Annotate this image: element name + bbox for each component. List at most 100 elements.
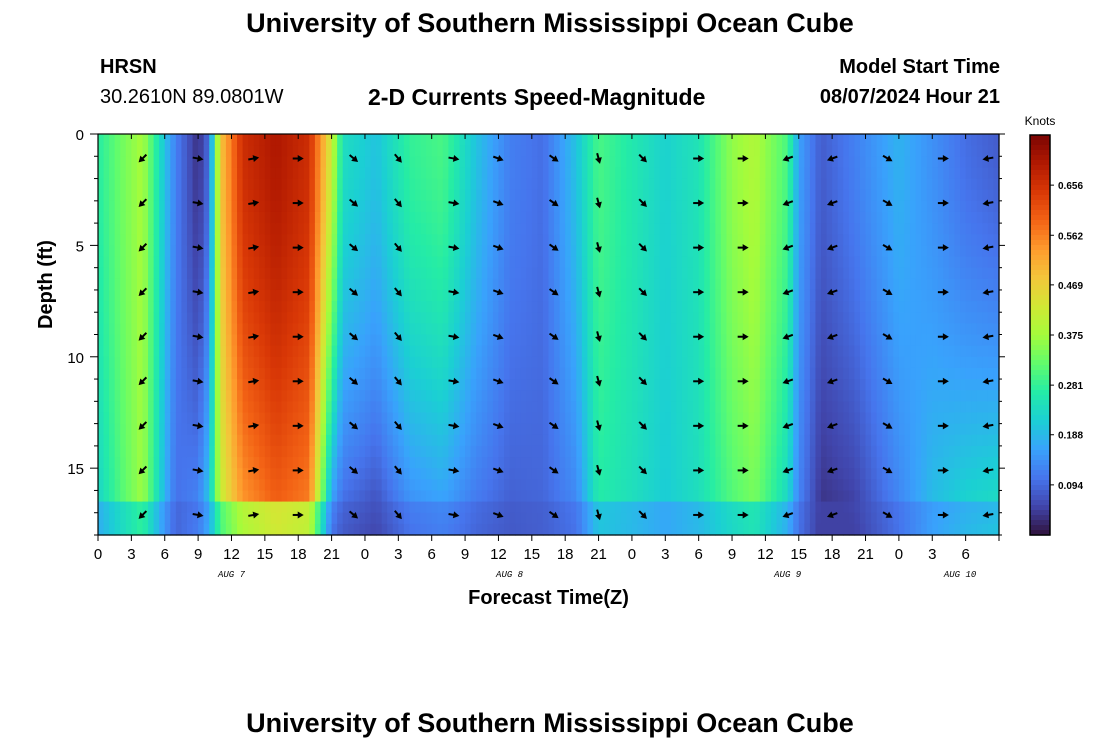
heatmap-cell — [832, 401, 839, 414]
heatmap-cell — [159, 479, 166, 492]
heatmap-cell — [654, 267, 661, 280]
heatmap-cell — [326, 200, 333, 213]
heatmap-cell — [314, 256, 322, 269]
heatmap-cell — [220, 412, 227, 425]
heatmap-cell — [287, 390, 294, 402]
heatmap-cell — [726, 267, 733, 280]
heatmap-cell — [426, 412, 433, 425]
heatmap-cell — [287, 512, 294, 525]
heatmap-cell — [854, 356, 861, 369]
heatmap-cell — [359, 289, 366, 302]
heatmap-cell — [114, 134, 121, 146]
heatmap-cell — [743, 200, 750, 213]
heatmap-cell — [515, 379, 522, 391]
heatmap-cell — [364, 523, 372, 536]
heatmap-cell — [103, 457, 110, 469]
heatmap-cell — [837, 401, 844, 414]
heatmap-cell — [648, 278, 655, 291]
heatmap-cell — [576, 312, 583, 324]
heatmap-cell — [676, 145, 683, 157]
heatmap-cell — [481, 490, 488, 503]
heatmap-cell — [715, 223, 722, 235]
heatmap-cell — [164, 468, 171, 480]
heatmap-cell — [275, 367, 283, 380]
heatmap-cell — [426, 367, 433, 380]
heatmap-cell — [509, 490, 516, 503]
heatmap-cell — [470, 345, 477, 358]
heatmap-cell — [420, 434, 427, 447]
heatmap-cell — [387, 445, 394, 458]
heatmap-cell — [225, 423, 233, 436]
heatmap-cell — [565, 345, 572, 358]
heatmap-cell — [320, 401, 327, 414]
heatmap-cell — [832, 289, 839, 302]
heatmap-cell — [203, 445, 210, 458]
heatmap-cell — [704, 457, 711, 469]
heatmap-cell — [242, 457, 249, 469]
heatmap-cell — [787, 312, 794, 324]
heatmap-cell — [437, 234, 444, 246]
heatmap-cell — [654, 245, 661, 258]
heatmap-cell — [292, 367, 299, 380]
heatmap-cell — [809, 356, 817, 369]
heatmap-cell — [570, 401, 577, 414]
heatmap-cell — [520, 312, 527, 324]
heatmap-cell — [542, 445, 550, 458]
heatmap-cell — [698, 379, 705, 391]
heatmap-cell — [337, 289, 344, 302]
heatmap-cell — [520, 390, 527, 402]
heatmap-cell — [237, 490, 244, 503]
heatmap-cell — [770, 490, 778, 503]
heatmap-cell — [309, 445, 316, 458]
heatmap-cell — [214, 301, 221, 313]
heatmap-cell — [704, 479, 711, 492]
heatmap-cell — [848, 345, 855, 358]
heatmap-cell — [359, 423, 366, 436]
heatmap-cell — [654, 211, 661, 224]
heatmap-cell — [715, 145, 722, 157]
heatmap-cell — [98, 301, 105, 313]
heatmap-cell — [698, 256, 705, 269]
heatmap-cell — [426, 289, 433, 302]
heatmap-cell — [437, 167, 444, 180]
heatmap-cell — [715, 245, 722, 258]
heatmap-cell — [298, 379, 305, 391]
heatmap-cell — [331, 512, 338, 525]
heatmap-cell — [148, 468, 155, 480]
heatmap-cell — [709, 501, 716, 514]
heatmap-cell — [587, 134, 594, 146]
heatmap-cell — [186, 312, 194, 324]
heatmap-cell — [554, 289, 561, 302]
heatmap-cell — [604, 245, 611, 258]
heatmap-cell — [693, 223, 700, 235]
heatmap-cell — [815, 445, 822, 458]
heatmap-cell — [253, 390, 260, 402]
heatmap-cell — [314, 356, 322, 369]
heatmap-cell — [843, 523, 850, 536]
heatmap-cell — [331, 490, 338, 503]
heatmap-cell — [826, 457, 833, 469]
heatmap-cell — [186, 256, 194, 269]
heatmap-cell — [326, 167, 333, 180]
heatmap-cell — [654, 412, 661, 425]
heatmap-cell — [186, 167, 194, 180]
heatmap-cell — [209, 512, 216, 525]
heatmap-cell — [548, 289, 555, 302]
heatmap-cell — [754, 323, 761, 336]
heatmap-cell — [809, 501, 817, 514]
heatmap-cell — [848, 490, 855, 503]
heatmap-cell — [125, 479, 132, 492]
heatmap-cell — [776, 156, 783, 169]
heatmap-cell — [481, 200, 488, 213]
heatmap-cell — [648, 145, 655, 157]
heatmap-cell — [287, 223, 294, 235]
heatmap-cell — [693, 189, 700, 202]
heatmap-cell — [253, 468, 260, 480]
heatmap-cell — [670, 200, 678, 213]
heatmap-cell — [348, 356, 355, 369]
heatmap-cell — [225, 468, 233, 480]
heatmap-cell — [798, 289, 805, 302]
heatmap-cell — [387, 301, 394, 313]
heatmap-cell — [170, 156, 177, 169]
heatmap-cell — [542, 189, 550, 202]
